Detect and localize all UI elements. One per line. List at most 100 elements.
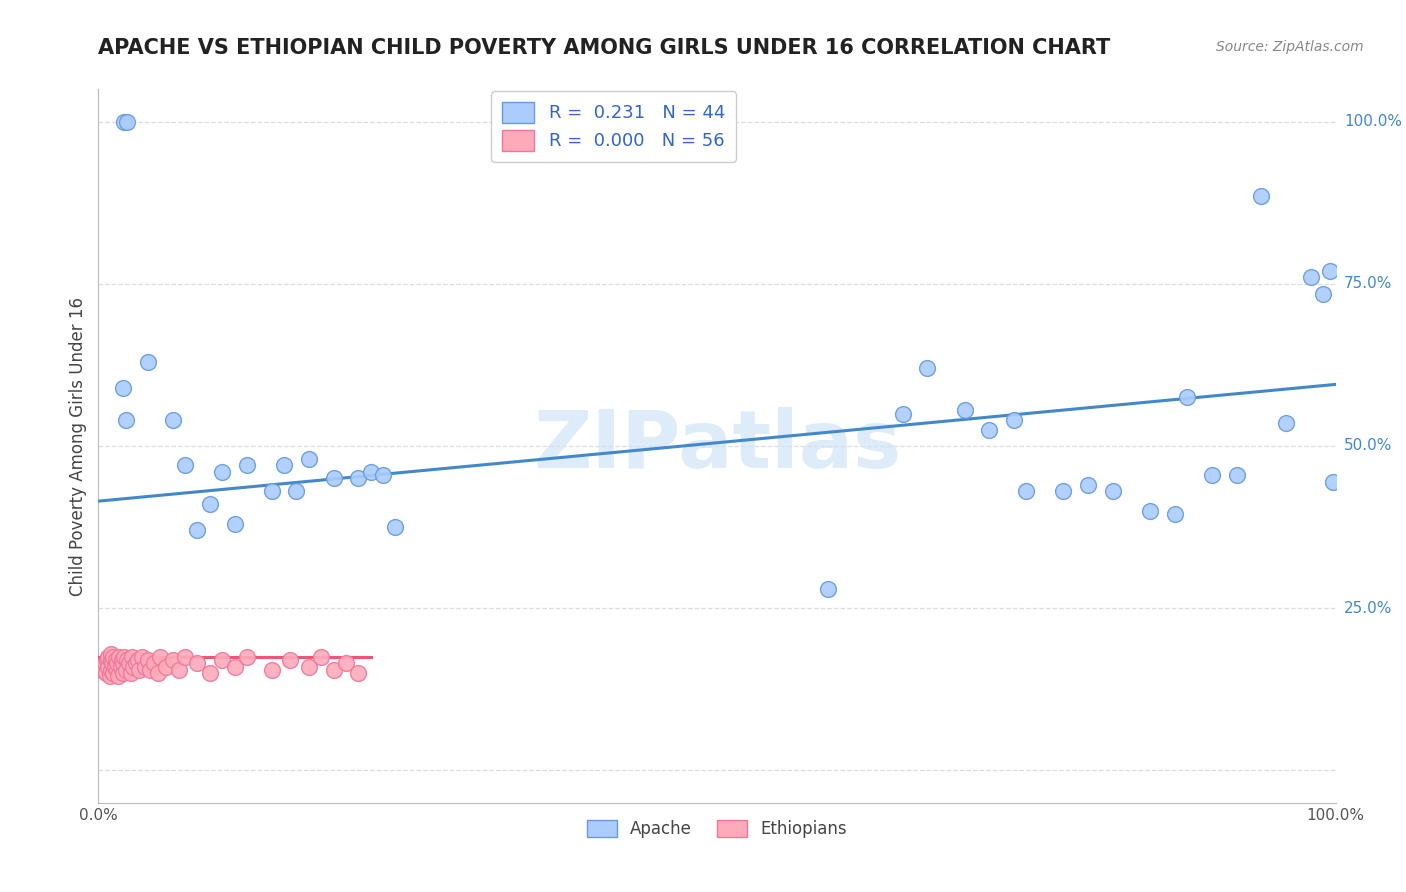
- Point: [134, 659, 156, 673]
- Point: [211, 653, 233, 667]
- Point: [112, 114, 135, 128]
- Point: [186, 657, 208, 671]
- Point: [103, 649, 125, 664]
- Point: [1312, 286, 1334, 301]
- Point: [100, 647, 122, 661]
- Point: [112, 657, 135, 671]
- Text: ZIPatlas: ZIPatlas: [533, 407, 901, 485]
- Point: [979, 423, 1001, 437]
- Point: [118, 657, 141, 671]
- Point: [162, 413, 184, 427]
- Point: [1226, 468, 1249, 483]
- Point: [162, 653, 184, 667]
- Point: [298, 452, 321, 467]
- Point: [114, 413, 136, 427]
- Point: [198, 497, 221, 511]
- Point: [91, 663, 114, 677]
- Point: [94, 666, 117, 681]
- Point: [107, 669, 129, 683]
- Point: [211, 465, 233, 479]
- Point: [115, 653, 138, 667]
- Point: [100, 663, 122, 677]
- Point: [285, 484, 308, 499]
- Point: [174, 458, 197, 473]
- Point: [953, 403, 976, 417]
- Point: [273, 458, 295, 473]
- Point: [371, 468, 394, 483]
- Point: [1250, 189, 1272, 203]
- Point: [122, 659, 145, 673]
- Point: [917, 361, 939, 376]
- Point: [98, 669, 121, 683]
- Point: [198, 666, 221, 681]
- Point: [97, 659, 120, 673]
- Point: [136, 354, 159, 368]
- Point: [96, 653, 118, 667]
- Point: [335, 657, 357, 671]
- Point: [1164, 507, 1187, 521]
- Point: [347, 471, 370, 485]
- Point: [120, 666, 142, 681]
- Point: [309, 649, 332, 664]
- Point: [1052, 484, 1074, 499]
- Point: [149, 649, 172, 664]
- Point: [1299, 270, 1322, 285]
- Point: [298, 659, 321, 673]
- Point: [278, 653, 301, 667]
- Point: [121, 649, 143, 664]
- Point: [322, 471, 344, 485]
- Point: [112, 666, 135, 681]
- Point: [174, 649, 197, 664]
- Point: [347, 666, 370, 681]
- Point: [1002, 413, 1025, 427]
- Point: [136, 653, 159, 667]
- Point: [260, 484, 283, 499]
- Point: [155, 659, 177, 673]
- Text: 100.0%: 100.0%: [1344, 114, 1402, 129]
- Point: [115, 114, 138, 128]
- Point: [167, 663, 190, 677]
- Point: [1015, 484, 1038, 499]
- Point: [124, 657, 146, 671]
- Point: [103, 666, 125, 681]
- Y-axis label: Child Poverty Among Girls Under 16: Child Poverty Among Girls Under 16: [69, 296, 87, 596]
- Point: [1201, 468, 1223, 483]
- Point: [93, 657, 115, 671]
- Point: [384, 520, 406, 534]
- Point: [1139, 504, 1161, 518]
- Text: Source: ZipAtlas.com: Source: ZipAtlas.com: [1216, 40, 1364, 54]
- Point: [224, 659, 246, 673]
- Point: [111, 653, 134, 667]
- Point: [186, 524, 208, 538]
- Point: [105, 663, 128, 677]
- Text: 50.0%: 50.0%: [1344, 439, 1392, 453]
- Point: [97, 649, 120, 664]
- Point: [101, 657, 124, 671]
- Text: 25.0%: 25.0%: [1344, 600, 1392, 615]
- Point: [110, 659, 132, 673]
- Point: [139, 663, 162, 677]
- Point: [236, 458, 259, 473]
- Point: [236, 649, 259, 664]
- Point: [131, 649, 153, 664]
- Point: [127, 653, 149, 667]
- Point: [104, 653, 127, 667]
- Point: [105, 657, 128, 671]
- Point: [1175, 390, 1198, 404]
- Point: [1077, 478, 1099, 492]
- Point: [891, 407, 914, 421]
- Point: [103, 659, 125, 673]
- Point: [108, 649, 131, 664]
- Point: [146, 666, 169, 681]
- Point: [1319, 264, 1341, 278]
- Legend: Apache, Ethiopians: Apache, Ethiopians: [581, 813, 853, 845]
- Point: [260, 663, 283, 677]
- Point: [112, 649, 135, 664]
- Point: [817, 582, 839, 596]
- Point: [224, 516, 246, 531]
- Text: 75.0%: 75.0%: [1344, 277, 1392, 292]
- Point: [100, 653, 122, 667]
- Point: [114, 663, 136, 677]
- Point: [322, 663, 344, 677]
- Point: [128, 663, 150, 677]
